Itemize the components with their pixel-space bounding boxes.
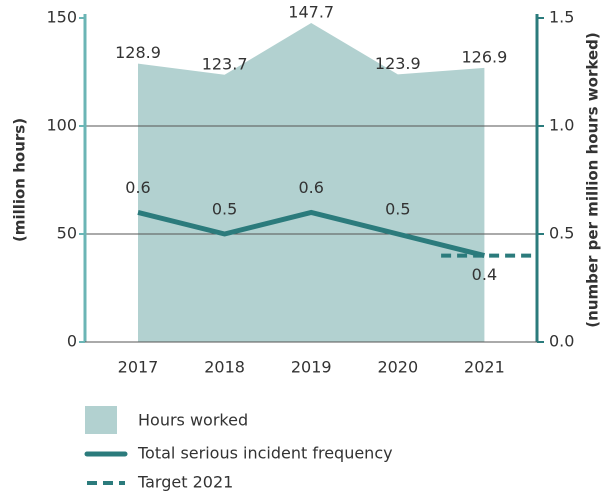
x-tick-label: 2019 xyxy=(291,358,332,377)
x-tick-label: 2018 xyxy=(204,358,245,377)
area xyxy=(138,22,485,343)
y-tick-label: 0 xyxy=(67,332,77,351)
y2-tick-label: 0.5 xyxy=(549,224,574,243)
y2-tick-label: 1.0 xyxy=(549,116,574,135)
y2-tick-label: 0.0 xyxy=(549,332,574,351)
data-label: 0.6 xyxy=(125,178,150,197)
y-axis-label: (million hours) xyxy=(11,118,29,242)
data-label: 0.6 xyxy=(298,178,323,197)
legend-label: Target 2021 xyxy=(137,473,233,492)
data-label: 0.5 xyxy=(385,200,410,219)
y2-tick-label: 1.5 xyxy=(549,8,574,27)
data-label: 123.9 xyxy=(375,54,421,73)
legend-swatch xyxy=(85,406,117,434)
x-tick-label: 2020 xyxy=(377,358,418,377)
data-label: 0.5 xyxy=(212,200,237,219)
legend-label: Total serious incident frequency xyxy=(137,444,393,463)
legend-label: Hours worked xyxy=(138,411,248,430)
data-label: 147.7 xyxy=(288,2,334,21)
y2-axis-label: (number per million hours worked) xyxy=(584,32,602,327)
x-tick-label: 2021 xyxy=(464,358,505,377)
data-label: 0.4 xyxy=(472,265,497,284)
data-label: 123.7 xyxy=(202,54,248,73)
y-tick-label: 150 xyxy=(46,8,77,27)
x-tick-label: 2017 xyxy=(118,358,159,377)
line xyxy=(137,209,486,259)
y-tick-label: 50 xyxy=(57,224,77,243)
data-label: 126.9 xyxy=(461,47,507,66)
y-tick-label: 100 xyxy=(46,116,77,135)
data-label: 128.9 xyxy=(115,43,161,62)
